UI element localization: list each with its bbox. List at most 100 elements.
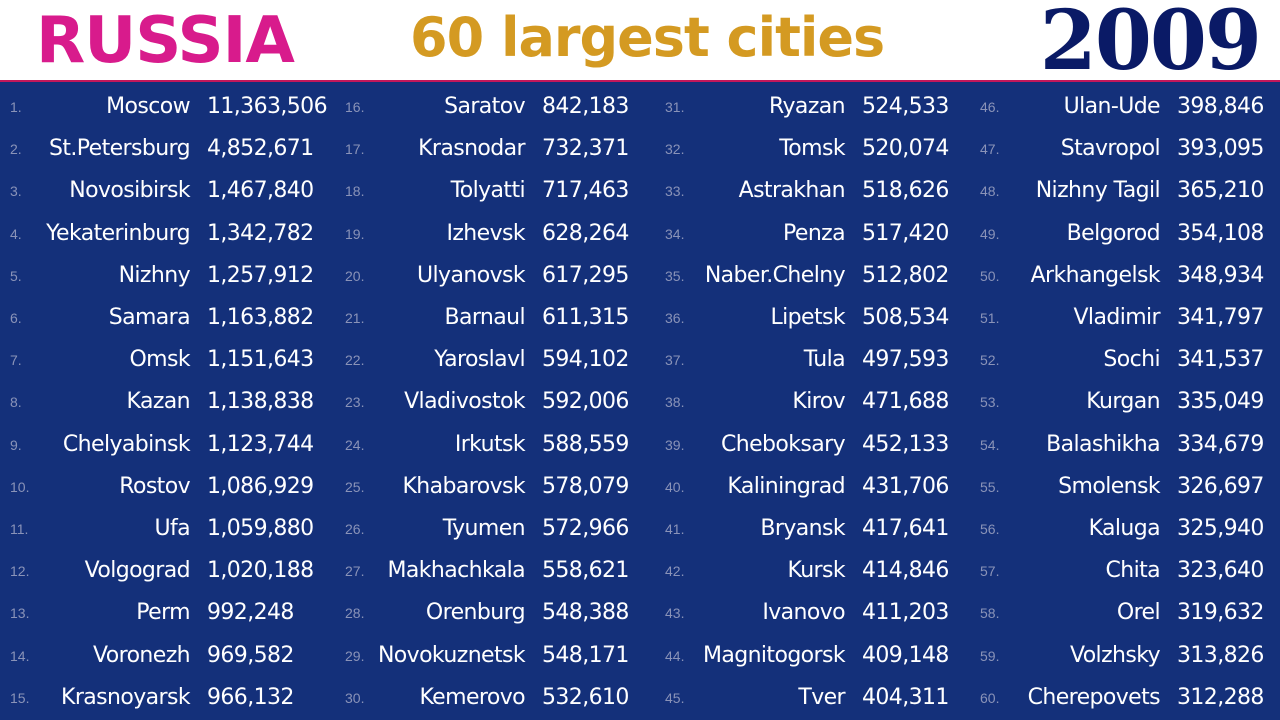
list-item: 21. Barnaul 611,315 [335, 297, 655, 339]
city-population: 512,802 [862, 262, 949, 288]
city-rank: 45. [665, 689, 685, 706]
city-population: 1,086,929 [207, 473, 314, 499]
city-name: Yekaterinburg [46, 220, 190, 246]
city-population: 617,295 [542, 262, 629, 288]
city-name: Izhevsk [446, 220, 525, 246]
city-rank: 8. [10, 394, 22, 411]
city-name: Perm [136, 600, 190, 626]
list-item: 50. Arkhangelsk 348,934 [970, 255, 1280, 297]
list-item: 22. Yaroslavl 594,102 [335, 339, 655, 381]
city-population: 966,132 [207, 684, 294, 710]
list-item: 11. Ufa 1,059,880 [0, 508, 320, 550]
city-name: Moscow [106, 94, 190, 119]
list-item: 25. Khabarovsk 578,079 [335, 466, 655, 508]
city-rank: 47. [980, 141, 1000, 158]
city-name: Kursk [787, 558, 845, 584]
city-rank: 28. [345, 605, 365, 622]
city-rank: 4. [10, 225, 22, 242]
city-name: Lipetsk [770, 305, 846, 330]
city-population: 404,311 [862, 684, 949, 710]
list-item: 53. Kurgan 335,049 [970, 381, 1280, 423]
city-rank: 49. [980, 225, 1000, 242]
city-name: Makhachkala [387, 558, 526, 584]
list-item: 33. Astrakhan 518,626 [655, 170, 975, 212]
city-rank: 39. [665, 436, 685, 453]
city-rank: 53. [980, 394, 1000, 411]
city-population: 326,697 [1177, 473, 1264, 499]
city-name: Volzhsky [1069, 642, 1161, 668]
city-name: Belgorod [1066, 220, 1161, 246]
list-item: 45. Tver 404,311 [655, 677, 975, 719]
city-name: Arkhangelsk [1030, 262, 1161, 288]
city-population: 335,049 [1177, 389, 1264, 415]
city-column-1: 1. Moscow 11,363,506 2. St.Petersburg 4,852,6… [0, 86, 328, 720]
city-population: 969,582 [207, 642, 294, 668]
city-name: Bryansk [760, 516, 845, 541]
city-name: Yaroslavl [434, 347, 525, 373]
city-name: Khabarovsk [402, 473, 525, 499]
city-rank: 44. [665, 647, 685, 664]
city-rank: 51. [980, 310, 1000, 326]
city-rank: 19. [345, 225, 365, 242]
city-name: Novokuznetsk [377, 642, 526, 668]
city-rank: 52. [980, 352, 1000, 369]
city-name: Voronezh [93, 642, 191, 668]
city-name: Saratov [444, 94, 525, 119]
list-item: 10. Rostov 1,086,929 [0, 466, 320, 508]
list-item: 36. Lipetsk 508,534 [655, 297, 975, 339]
city-column-4: 46. Ulan-Ude 398,846 47. Stavropol 393,095 48.… [970, 86, 1280, 720]
city-rank: 50. [980, 267, 1000, 284]
list-item: 39. Cheboksary 452,133 [655, 424, 975, 466]
list-item: 17. Krasnodar 732,371 [335, 128, 655, 170]
city-rank: 41. [665, 521, 685, 537]
city-rank: 11. [10, 521, 29, 537]
city-name: Tomsk [779, 136, 845, 162]
city-rank: 36. [665, 310, 685, 326]
list-item: 58. Orel 319,632 [970, 592, 1280, 634]
list-item: 20. Ulyanovsk 617,295 [335, 255, 655, 297]
city-name: Magnitogorsk [702, 642, 846, 668]
city-name: Tula [803, 347, 846, 373]
city-population: 732,371 [542, 136, 629, 162]
list-item: 14. Voronezh 969,582 [0, 635, 320, 677]
list-item: 18. Tolyatti 717,463 [335, 170, 655, 212]
city-rank: 29. [345, 647, 365, 664]
list-item: 23. Vladivostok 592,006 [335, 381, 655, 423]
list-item: 4. Yekaterinburg 1,342,782 [0, 213, 320, 255]
page-subtitle: 60 largest cities [410, 6, 885, 69]
city-population: 1,138,838 [207, 389, 314, 415]
city-rank: 5. [10, 267, 22, 284]
list-item: 60. Cherepovets 312,288 [970, 677, 1280, 719]
city-rank: 21. [345, 310, 365, 326]
list-item: 8. Kazan 1,138,838 [0, 381, 320, 423]
city-population: 354,108 [1177, 220, 1264, 246]
city-ranking-grid: 1. Moscow 11,363,506 2. St.Petersburg 4,852,6… [0, 86, 1280, 720]
city-population: 842,183 [542, 94, 629, 119]
city-rank: 34. [665, 225, 685, 242]
city-name: Omsk [129, 347, 190, 373]
city-rank: 43. [665, 605, 685, 622]
city-name: Cherepovets [1027, 684, 1161, 710]
city-population: 1,257,912 [207, 262, 314, 288]
city-rank: 40. [665, 478, 685, 495]
city-column-2: 16. Saratov 842,183 17. Krasnodar 732,371 18. T… [335, 86, 655, 720]
city-name: Volgograd [84, 558, 191, 584]
city-name: Ivanovo [762, 600, 845, 626]
city-population: 348,934 [1177, 262, 1264, 288]
list-item: 47. Stavropol 393,095 [970, 128, 1280, 170]
city-rank: 6. [10, 310, 22, 326]
city-population: 611,315 [542, 305, 629, 330]
list-item: 29. Novokuznetsk 548,171 [335, 635, 655, 677]
city-population: 532,610 [542, 684, 629, 710]
city-rank: 3. [10, 183, 22, 200]
list-item: 6. Samara 1,163,882 [0, 297, 320, 339]
city-population: 411,203 [862, 600, 949, 626]
city-name: Tver [798, 684, 845, 710]
list-item: 31. Ryazan 524,533 [655, 86, 975, 128]
list-item: 40. Kaliningrad 431,706 [655, 466, 975, 508]
city-name: Chita [1105, 558, 1160, 584]
city-rank: 54. [980, 436, 1000, 453]
city-population: 578,079 [542, 473, 629, 499]
city-rank: 56. [980, 521, 1000, 537]
year-title: 2009 [1039, 0, 1262, 89]
